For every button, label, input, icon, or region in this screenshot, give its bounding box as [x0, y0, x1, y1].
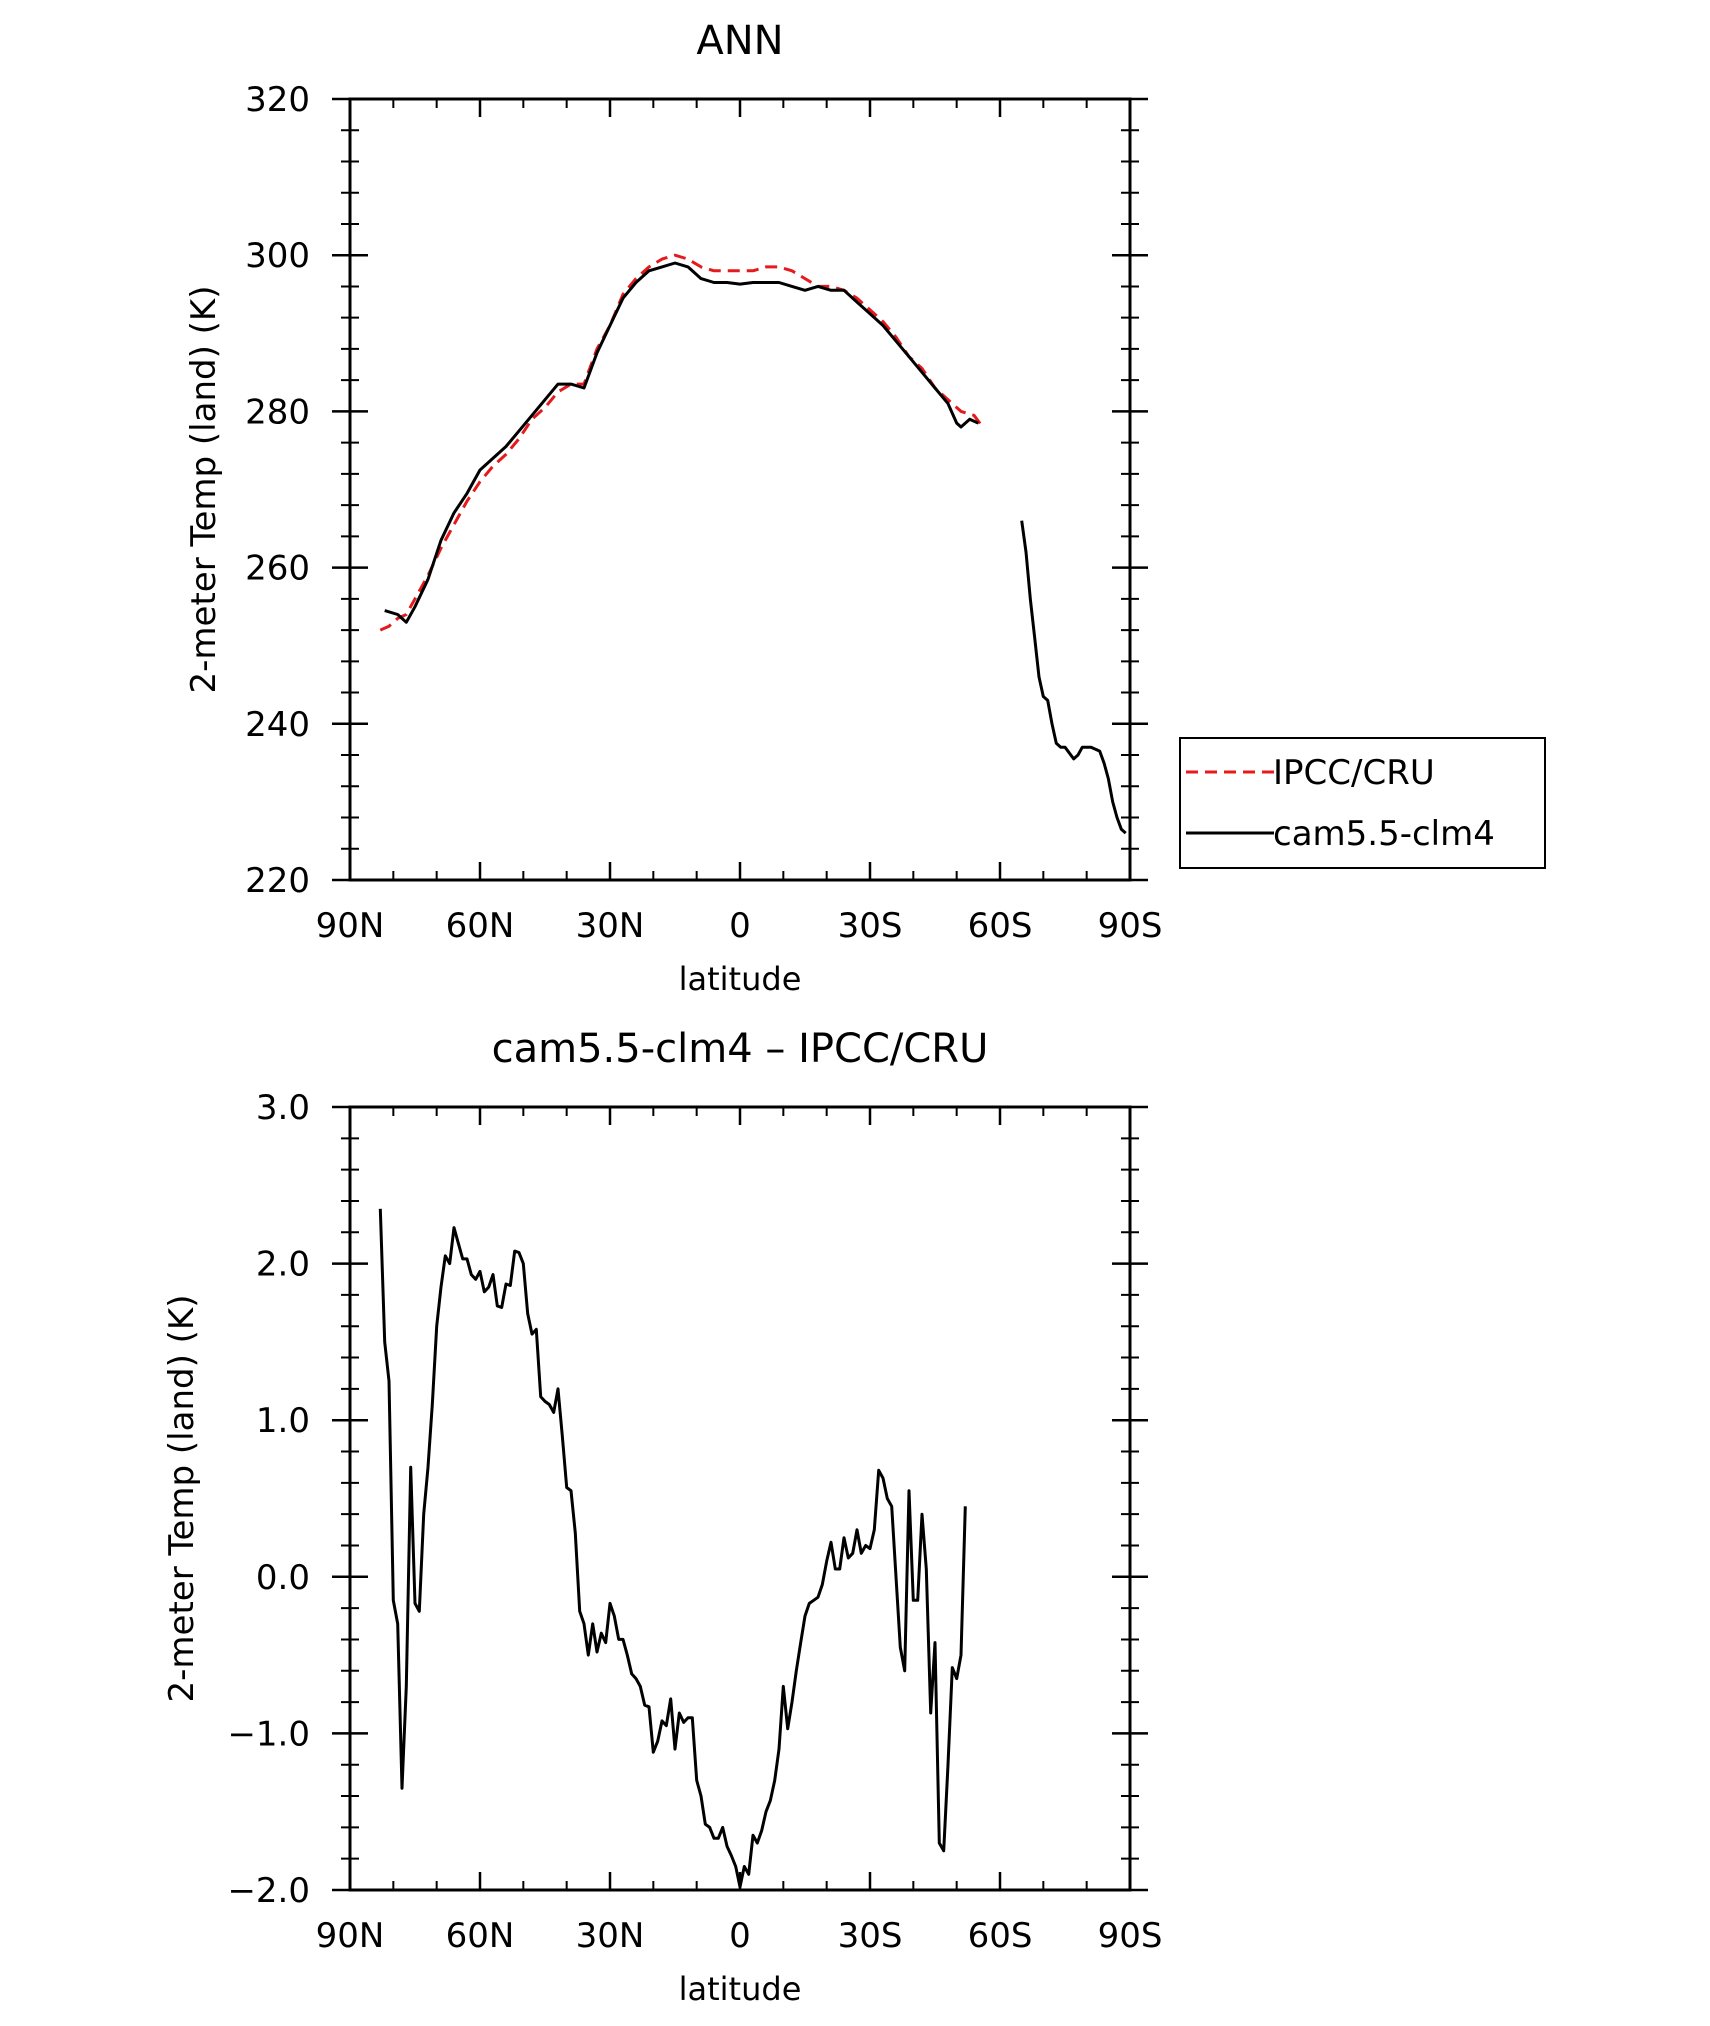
x-tick-label: 30N	[576, 906, 645, 946]
plot-frame	[348, 1105, 1132, 1892]
x-tick-label: 90S	[1098, 906, 1163, 946]
y-tick-label: 240	[245, 705, 310, 745]
legend-label: IPCC/CRU	[1273, 753, 1435, 793]
y-tick-label: 3.0	[256, 1088, 310, 1128]
bottom-panel: 90N 60N 30N 0 30S 60S 90S −2.0 −1.0 0.0 1.0 2.0 3.0 c…	[162, 1026, 1162, 2008]
series-line-cam5-5-clm4-seg1	[1020, 520, 1127, 835]
y-axis-label: 2-meter Temp (land) (K)	[162, 1295, 202, 1703]
chart-title: cam5.5-clm4 – IPCC/CRU	[492, 1026, 989, 1072]
y-tick-label: 260	[245, 549, 310, 589]
y-tick-label: 0.0	[256, 1558, 310, 1598]
x-tick-label: 90N	[316, 906, 385, 946]
x-tick-label: 60N	[446, 1916, 515, 1956]
legend-box	[1179, 737, 1546, 869]
chart-title: ANN	[696, 18, 783, 64]
series-line-cam5-5-clm4-seg0	[384, 261, 979, 624]
x-tick-label: 90N	[316, 1916, 385, 1956]
y-axis-label: 2-meter Temp (land) (K)	[184, 286, 224, 694]
x-tick-label: 60S	[968, 1916, 1033, 1956]
x-tick-label: 90S	[1098, 1916, 1163, 1956]
x-axis-label: latitude	[679, 960, 802, 998]
x-tick-label: 60N	[446, 906, 515, 946]
y-tick-label: 320	[245, 80, 310, 120]
y-tick-label: −2.0	[227, 1871, 310, 1911]
legend: IPCC/CRU cam5.5-clm4	[1179, 737, 1546, 869]
x-tick-label: 30S	[838, 906, 903, 946]
x-tick-label: 0	[729, 1916, 751, 1956]
y-tick-label: 2.0	[256, 1245, 310, 1285]
x-axis-label: latitude	[679, 1970, 802, 2008]
x-tick-label: 60S	[968, 906, 1033, 946]
series-line-difference-seg0	[378, 1208, 967, 1889]
series-line-ipcc-cru-seg0	[379, 253, 984, 632]
x-tick-label: 30S	[838, 1916, 903, 1956]
legend-label: cam5.5-clm4	[1273, 814, 1495, 854]
x-tick-label: 30N	[576, 1916, 645, 1956]
y-tick-label: 220	[245, 861, 310, 901]
x-tick-label: 0	[729, 906, 751, 946]
plot-frame	[348, 97, 1132, 882]
y-tick-label: −1.0	[227, 1714, 310, 1754]
top-panel: 90N 60N 30N 0 30S 60S 90S 220 240 260 280 300 320 ANN…	[184, 18, 1546, 998]
y-tick-label: 1.0	[256, 1401, 310, 1441]
y-tick-label: 280	[245, 392, 310, 432]
y-tick-label: 300	[245, 236, 310, 276]
